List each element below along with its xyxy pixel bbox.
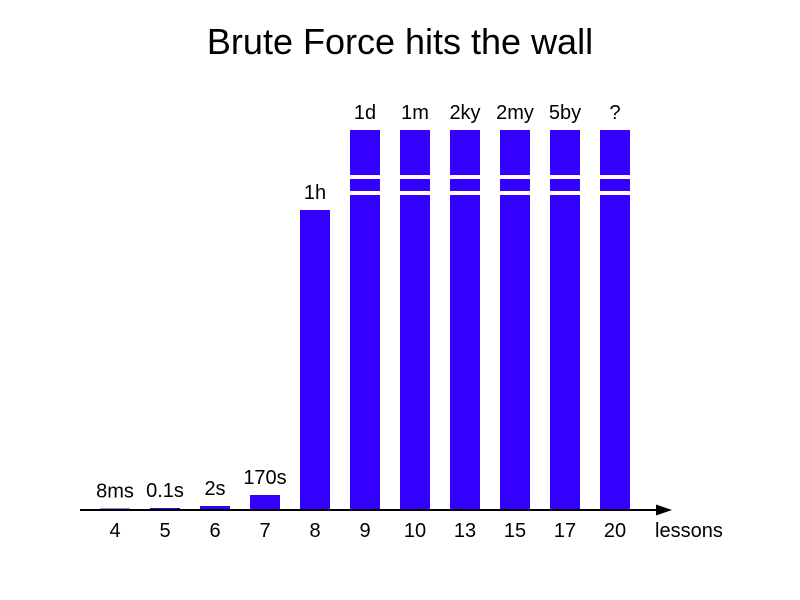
- bar-break-20-1: [599, 175, 631, 179]
- x-axis-arrowhead: [656, 504, 672, 516]
- bar-break-13-2: [449, 191, 481, 195]
- bar-break-13-1: [449, 175, 481, 179]
- bar-break-20-2: [599, 191, 631, 195]
- x-tick-20: 20: [604, 520, 626, 542]
- value-label-17: 5by: [549, 102, 581, 124]
- bar-break-17-2: [549, 191, 581, 195]
- x-tick-8: 8: [309, 520, 320, 542]
- value-label-5: 0.1s: [146, 480, 184, 502]
- value-label-13: 2ky: [449, 102, 480, 124]
- bar-break-10-1: [399, 175, 431, 179]
- x-tick-6: 6: [209, 520, 220, 542]
- x-tick-9: 9: [359, 520, 370, 542]
- x-tick-5: 5: [159, 520, 170, 542]
- bar-break-9-2: [349, 191, 381, 195]
- bar-8: [300, 210, 330, 510]
- bar-break-17-1: [549, 175, 581, 179]
- value-label-10: 1m: [401, 102, 429, 124]
- bar-17: [550, 130, 580, 510]
- x-tick-10: 10: [404, 520, 426, 542]
- bar-7: [250, 495, 280, 510]
- x-tick-13: 13: [454, 520, 476, 542]
- tick-labels-group: 4 5 6 7 8 9 10 13 15 17 20: [109, 520, 626, 542]
- x-tick-4: 4: [109, 520, 120, 542]
- bar-break-15-2: [499, 191, 531, 195]
- bar-6: [200, 506, 230, 510]
- bar-break-9-1: [349, 175, 381, 179]
- x-tick-15: 15: [504, 520, 526, 542]
- bar-break-15-1: [499, 175, 531, 179]
- bar-13: [450, 130, 480, 510]
- value-label-20: ?: [609, 102, 620, 124]
- bar-15: [500, 130, 530, 510]
- value-label-4: 8ms: [96, 481, 134, 503]
- value-label-7: 170s: [243, 467, 286, 489]
- value-label-8: 1h: [304, 182, 326, 204]
- value-labels-group: 8ms 0.1s 2s 170s 1h 1d 1m 2ky 2my 5by?: [96, 102, 620, 503]
- x-tick-7: 7: [259, 520, 270, 542]
- value-label-6: 2s: [204, 478, 225, 500]
- bar-9: [350, 130, 380, 510]
- bar-break-10-2: [399, 191, 431, 195]
- bar-20: [600, 130, 630, 510]
- x-tick-17: 17: [554, 520, 576, 542]
- x-axis-label: lessons: [655, 520, 723, 542]
- bars-group: [100, 130, 631, 510]
- chart-title: Brute Force hits the wall: [207, 21, 593, 62]
- bar-10: [400, 130, 430, 510]
- value-label-15: 2my: [496, 102, 534, 124]
- value-label-9: 1d: [354, 102, 376, 124]
